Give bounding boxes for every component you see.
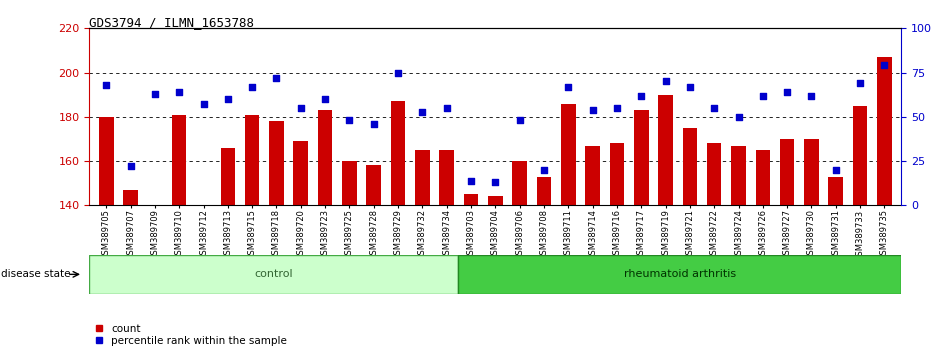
Bar [561, 103, 576, 205]
Bar [707, 143, 721, 205]
Bar [804, 139, 819, 205]
Bar [731, 145, 746, 205]
Point [245, 84, 260, 90]
Point [464, 178, 479, 183]
Bar [317, 110, 332, 205]
Bar [123, 190, 138, 205]
Point [707, 105, 722, 111]
Point [221, 96, 236, 102]
Point [99, 82, 114, 88]
Bar [658, 95, 673, 205]
Point [853, 80, 868, 86]
Bar [415, 150, 430, 205]
Point [536, 167, 551, 173]
Bar [513, 161, 527, 205]
Bar [464, 194, 478, 205]
Point [585, 107, 600, 113]
Point [488, 179, 503, 185]
Bar [89, 255, 458, 294]
Bar [342, 161, 357, 205]
Point [293, 105, 308, 111]
Point [755, 93, 770, 98]
Legend: count, percentile rank within the sample: count, percentile rank within the sample [95, 324, 287, 346]
Bar [609, 143, 624, 205]
Bar [366, 165, 381, 205]
Point [658, 79, 673, 84]
Point [415, 109, 430, 114]
Bar [828, 177, 843, 205]
Point [269, 75, 284, 81]
Bar [269, 121, 284, 205]
Text: control: control [254, 269, 293, 279]
Point [172, 89, 187, 95]
Point [123, 164, 138, 169]
Bar [391, 101, 406, 205]
Point [317, 96, 332, 102]
Bar [439, 150, 454, 205]
Text: rheumatoid arthritis: rheumatoid arthritis [623, 269, 736, 279]
Bar [756, 150, 770, 205]
Point [634, 93, 649, 98]
Point [147, 91, 162, 97]
Bar [294, 141, 308, 205]
Bar [172, 115, 187, 205]
Point [828, 167, 843, 173]
Point [439, 105, 454, 111]
Point [512, 118, 527, 123]
Point [196, 102, 211, 107]
Point [731, 114, 746, 120]
Bar [537, 177, 551, 205]
Bar [634, 110, 649, 205]
Bar [488, 196, 502, 205]
Bar [585, 145, 600, 205]
Point [804, 93, 819, 98]
Bar [221, 148, 235, 205]
Bar [780, 139, 794, 205]
Point [366, 121, 381, 127]
Point [561, 84, 576, 90]
Point [342, 118, 357, 123]
Point [683, 84, 698, 90]
Bar [458, 255, 901, 294]
Point [877, 63, 892, 68]
Text: disease state: disease state [1, 269, 70, 279]
Text: GDS3794 / ILMN_1653788: GDS3794 / ILMN_1653788 [89, 16, 254, 29]
Bar [877, 57, 892, 205]
Point [391, 70, 406, 75]
Point [609, 105, 624, 111]
Bar [99, 117, 114, 205]
Bar [683, 128, 697, 205]
Point [779, 89, 794, 95]
Bar [245, 115, 259, 205]
Bar [853, 106, 868, 205]
